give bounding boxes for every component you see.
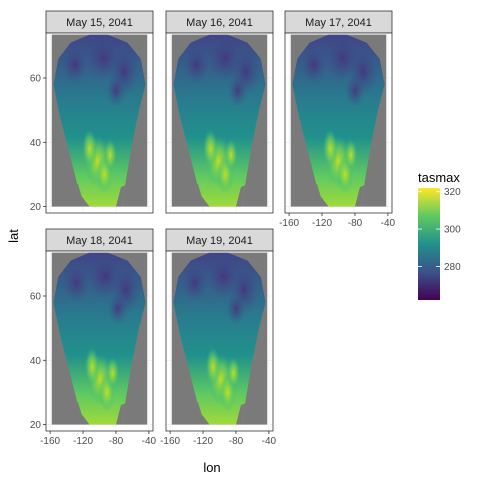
facet-title: May 18, 2041: [66, 235, 133, 247]
x-tick-label: -80: [229, 436, 244, 447]
legend: tasmax 280 300 320: [418, 170, 461, 300]
cold-region: [183, 45, 210, 85]
cold-region: [61, 45, 88, 85]
x-axis-title: lon: [203, 460, 220, 475]
facet-panel: May 16, 2041: [165, 10, 274, 214]
facet-panel: May 19, 2041: [165, 228, 274, 432]
warm-region: [106, 357, 120, 390]
x-tick-label: -40: [381, 218, 396, 229]
warm-region: [205, 347, 221, 387]
y-tick-label: 60: [30, 292, 42, 303]
warm-region: [84, 347, 100, 387]
colorbar-tick-label: 280: [444, 262, 461, 273]
colorbar-tick-label: 300: [444, 225, 461, 236]
x-tick-label: -160: [40, 436, 60, 447]
y-tick-label: 40: [30, 138, 42, 149]
tasmax-field: [53, 34, 146, 207]
x-tick-label: -120: [73, 436, 93, 447]
y-axis-title: lat: [6, 229, 21, 243]
panel-border: [45, 32, 154, 214]
x-tick-label: -40: [262, 436, 277, 447]
facet-title: May 15, 2041: [66, 17, 133, 29]
panel-border: [165, 32, 274, 214]
warm-region: [322, 129, 338, 168]
x-tick-label: -160: [279, 218, 299, 229]
x-tick-label: -120: [312, 218, 332, 229]
panel-border: [284, 32, 393, 214]
x-tick-label: -80: [348, 218, 363, 229]
panel-border: [165, 250, 274, 432]
cold-region: [227, 74, 248, 107]
warm-region: [103, 139, 117, 172]
cold-region: [300, 45, 327, 85]
panel-border: [45, 250, 154, 432]
x-tick-label: -160: [160, 436, 180, 447]
y-tick-label: 20: [30, 202, 42, 213]
cold-region: [345, 74, 365, 107]
colorbar: [418, 188, 440, 300]
facet-title: May 16, 2041: [186, 17, 253, 29]
y-tick-label: 40: [30, 356, 42, 367]
facet-panel: May 17, 2041: [284, 10, 393, 214]
cold-region: [181, 263, 208, 303]
warm-region: [344, 139, 358, 172]
warm-region: [203, 129, 218, 168]
cold-region: [63, 263, 90, 303]
facet-panel: May 15, 2041: [45, 10, 154, 214]
axes: 20 40 60 -160 -120 -80 -40 20 40 60 -160 -120 -80 -40…: [30, 74, 396, 448]
cold-region: [226, 292, 246, 325]
cold-region: [106, 74, 126, 107]
colorbar-tick-label: 320: [444, 187, 461, 198]
y-tick-label: 20: [30, 420, 42, 431]
x-tick-label: -80: [109, 436, 124, 447]
facet-title: May 17, 2041: [305, 17, 372, 29]
x-tick-label: -120: [193, 436, 213, 447]
x-tick-label: -40: [142, 436, 157, 447]
facet-panels: May 15, 2041 May 16, 2041 May 17, 2041 May …: [45, 10, 393, 432]
warm-region: [224, 139, 238, 172]
cold-region: [107, 292, 128, 325]
facet-panel: May 18, 2041: [45, 228, 154, 432]
warm-region: [226, 357, 241, 390]
warm-region: [82, 129, 98, 168]
legend-title: tasmax: [418, 170, 460, 185]
y-tick-label: 60: [30, 74, 42, 85]
facet-title: May 19, 2041: [186, 235, 253, 247]
